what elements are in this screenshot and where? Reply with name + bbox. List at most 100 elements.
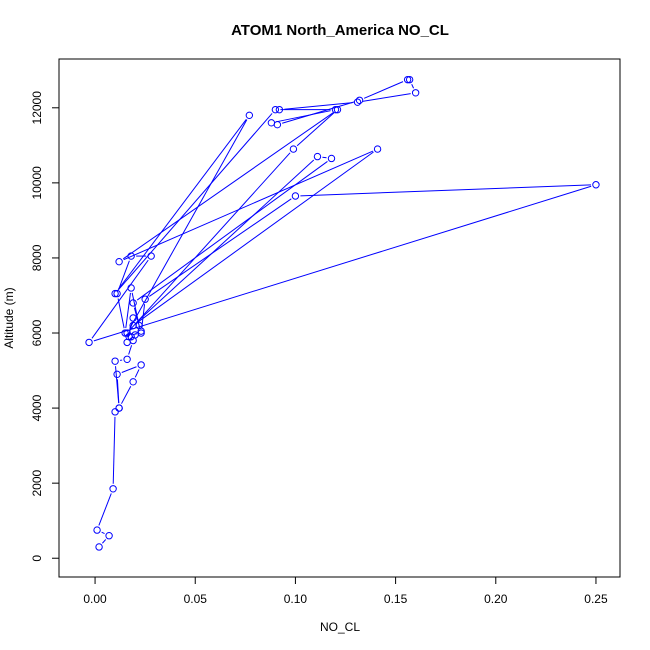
series-segment <box>118 113 273 291</box>
data-point <box>411 89 420 97</box>
data-point <box>313 152 322 161</box>
data-point <box>121 329 129 337</box>
y-tick-label: 12000 <box>30 91 44 125</box>
series-segment <box>148 198 292 297</box>
data-point <box>137 361 145 369</box>
y-tick-label: 10000 <box>30 166 44 200</box>
data-point <box>147 252 155 260</box>
data-point <box>129 378 137 386</box>
series-segment <box>98 493 112 526</box>
data-point <box>93 526 101 534</box>
series-segment <box>128 345 133 355</box>
series-segment <box>115 366 120 404</box>
series-segment <box>122 112 334 260</box>
data-point <box>137 329 145 337</box>
y-tick-label: 2000 <box>30 469 44 496</box>
chart-title: ATOM1 North_America NO_CL <box>231 22 449 39</box>
data-point <box>271 105 280 114</box>
series-points <box>85 75 600 551</box>
series-segment <box>121 366 137 373</box>
x-tick-label: 0.15 <box>384 592 408 606</box>
data-point <box>127 333 135 341</box>
x-axis-label: NO_CL <box>320 620 360 634</box>
y-tick-label: 4000 <box>30 394 44 421</box>
data-point <box>111 408 119 416</box>
data-point <box>327 154 336 163</box>
series-segment <box>284 102 353 110</box>
series-segment <box>136 151 374 323</box>
series-segment <box>411 83 415 89</box>
series-segment <box>93 185 592 342</box>
x-axis: 0.00 0.05 0.10 0.15 0.20 0.25 <box>83 576 608 606</box>
data-point <box>405 75 414 84</box>
series-segment <box>134 369 140 378</box>
data-point <box>127 252 135 260</box>
data-point <box>129 299 137 307</box>
data-point <box>353 98 362 106</box>
data-point <box>291 192 300 200</box>
data-point <box>111 357 119 365</box>
series-segment <box>117 298 125 329</box>
data-point <box>95 543 103 551</box>
series-segment <box>91 259 149 339</box>
x-tick-label: 0.20 <box>484 592 508 606</box>
data-point <box>113 289 121 298</box>
data-point <box>373 145 382 153</box>
data-point <box>105 532 113 540</box>
series-segment <box>117 118 247 290</box>
data-point <box>141 295 149 303</box>
series-segment <box>362 93 411 102</box>
data-point <box>331 105 340 114</box>
series-segment <box>300 184 591 197</box>
y-tick-label: 0 <box>30 555 44 562</box>
series-segment <box>112 416 116 484</box>
data-point <box>592 181 600 189</box>
data-point <box>111 289 119 298</box>
x-tick-label: 0.10 <box>284 592 308 606</box>
series-segment <box>133 307 141 329</box>
series-segment <box>133 332 137 336</box>
series-lines <box>91 81 592 544</box>
data-point <box>289 145 298 153</box>
series-segment <box>130 152 291 330</box>
series-segment <box>136 159 315 323</box>
series-segment <box>296 112 335 147</box>
series-segment <box>118 260 130 290</box>
data-point <box>129 321 137 330</box>
data-point <box>355 96 364 104</box>
series-segment <box>125 292 131 329</box>
data-point <box>273 120 282 129</box>
y-axis: 0 2000 4000 6000 8000 10000 12000 <box>30 91 60 562</box>
x-tick-label: 0.00 <box>83 592 107 606</box>
x-tick-label: 0.25 <box>584 592 608 606</box>
y-tick-label: 6000 <box>30 319 44 346</box>
data-point <box>115 257 123 266</box>
series-segment <box>121 385 132 404</box>
data-point <box>275 105 284 114</box>
y-axis-label: Altitude (m) <box>2 287 16 348</box>
series-segment <box>102 539 107 544</box>
series-segment <box>123 150 374 261</box>
data-point <box>113 370 121 379</box>
y-tick-label: 8000 <box>30 244 44 271</box>
data-point <box>123 329 131 337</box>
series-segment <box>129 119 248 329</box>
data-point <box>403 75 412 84</box>
series-segment <box>363 81 404 99</box>
x-tick-label: 0.05 <box>184 592 208 606</box>
series-segment <box>101 531 105 535</box>
data-point <box>115 404 123 412</box>
data-point <box>245 111 254 120</box>
data-point <box>123 355 131 363</box>
data-point <box>333 105 342 114</box>
data-point <box>129 314 137 322</box>
data-point <box>123 338 131 347</box>
series-segment <box>282 101 355 124</box>
data-point <box>127 284 135 292</box>
series-segment <box>322 156 327 159</box>
data-point <box>109 485 117 493</box>
data-point <box>85 338 93 347</box>
series-segment <box>276 110 331 123</box>
